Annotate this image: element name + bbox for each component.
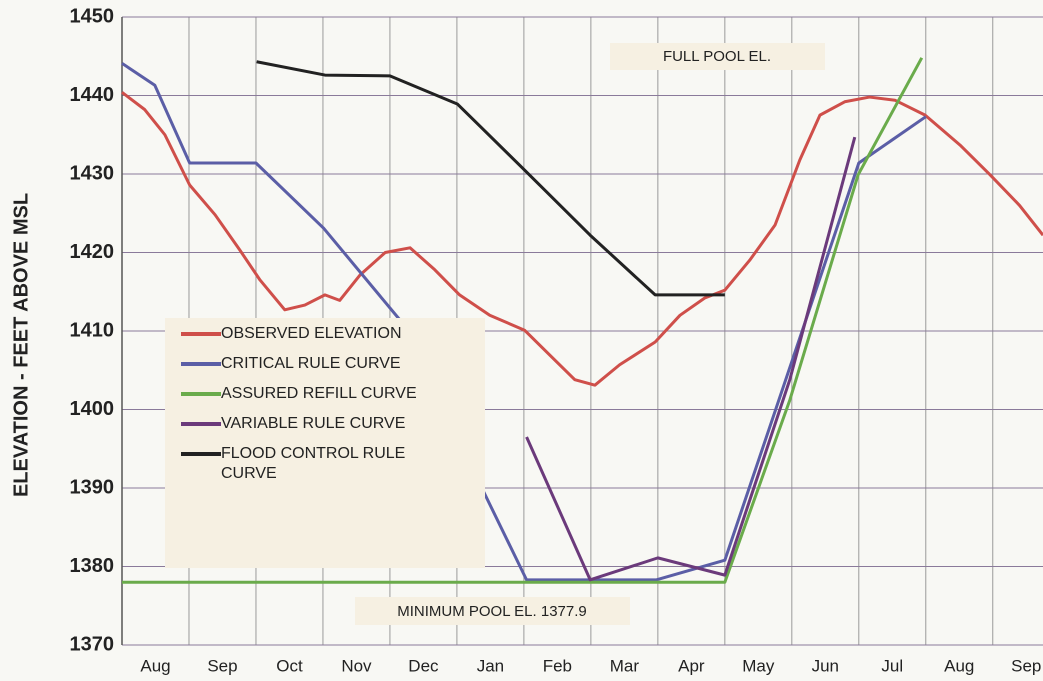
y-axis-label: ELEVATION - FEET ABOVE MSL	[10, 193, 32, 497]
y-tick-label: 1390	[70, 476, 115, 498]
legend-label: FLOOD CONTROL RULE CURVE	[221, 445, 406, 482]
x-tick-label: May	[742, 656, 775, 675]
legend-label: VARIABLE RULE CURVE	[221, 415, 406, 432]
note-box	[610, 43, 825, 70]
legend-item: VARIABLE RULE CURVE	[181, 414, 485, 434]
legend-swatch	[181, 452, 221, 456]
legend-swatch	[181, 392, 221, 396]
x-tick-label: Jan	[477, 656, 504, 675]
legend-swatch	[181, 422, 221, 426]
annotation: MINIMUM POOL EL. 1377.9	[397, 603, 587, 620]
y-tick-label: 1400	[70, 398, 115, 420]
y-tick-label: 1380	[70, 555, 115, 577]
legend-item: CRITICAL RULE CURVE	[181, 354, 485, 374]
note-box	[355, 597, 630, 625]
legend-item: ASSURED REFILL CURVE	[181, 384, 485, 404]
x-tick-label: Sep	[207, 656, 237, 675]
legend-label: ASSURED REFILL CURVE	[221, 385, 417, 402]
x-tick-label: Aug	[140, 656, 170, 675]
y-tick-label: 1450	[70, 5, 115, 27]
legend: OBSERVED ELEVATION CRITICAL RULE CURVE ASS…	[165, 318, 485, 568]
legend-label: CRITICAL RULE CURVE	[221, 355, 401, 372]
x-tick-label: Apr	[678, 656, 705, 675]
x-tick-label: Nov	[341, 656, 372, 675]
series-line	[121, 91, 1043, 387]
series-line	[256, 60, 725, 297]
legend-label: OBSERVED ELEVATION	[221, 325, 402, 342]
series-line	[122, 57, 924, 584]
y-tick-label: 1420	[70, 241, 115, 263]
legend-swatch	[181, 332, 221, 336]
x-tick-label: Aug	[944, 656, 974, 675]
series-line	[525, 136, 857, 582]
x-tick-label: Jul	[881, 656, 903, 675]
legend-item: FLOOD CONTROL RULE CURVE	[181, 444, 485, 484]
x-tick-label: Feb	[543, 656, 572, 675]
x-tick-label: Oct	[276, 656, 303, 675]
y-tick-label: 1410	[70, 319, 115, 341]
x-tick-label: Jun	[812, 656, 839, 675]
legend-swatch	[181, 362, 221, 366]
x-tick-label: Dec	[408, 656, 439, 675]
y-tick-label: 1440	[70, 84, 115, 106]
annotation: FULL POOL EL.	[663, 48, 771, 65]
x-tick-label: Sep	[1011, 656, 1041, 675]
x-tick-label: Mar	[610, 656, 640, 675]
y-tick-label: 1430	[70, 162, 115, 184]
legend-item: OBSERVED ELEVATION	[181, 324, 485, 344]
y-tick-label: 1370	[70, 633, 115, 655]
